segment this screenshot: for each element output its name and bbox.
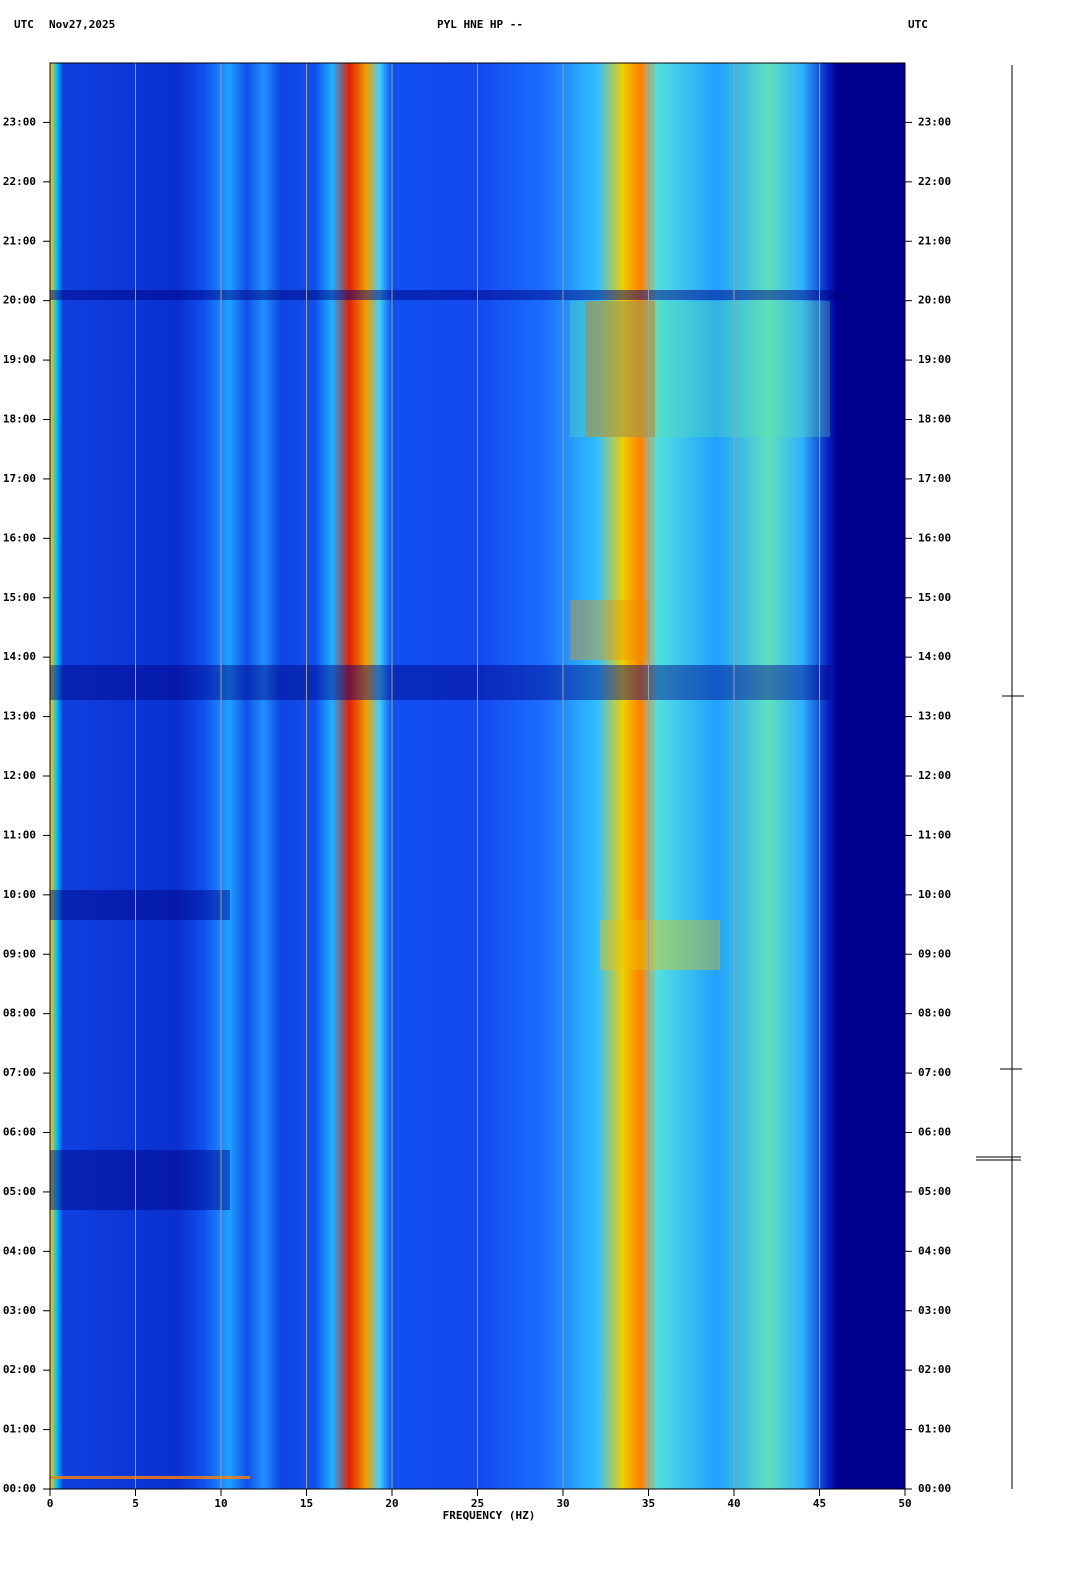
y-tick-label: 00:00: [3, 1482, 36, 1495]
y-tick-label: 19:00: [3, 353, 36, 366]
y-tick-label: 04:00: [3, 1244, 36, 1257]
y-tick-label: 09:00: [3, 947, 36, 960]
y-tick-label: 13:00: [918, 710, 951, 723]
y-tick-label: 14:00: [918, 650, 951, 663]
y-tick-label: 15:00: [3, 591, 36, 604]
y-tick-label: 16:00: [3, 531, 36, 544]
x-tick-label: 0: [47, 1497, 54, 1510]
y-tick-label: 12:00: [3, 769, 36, 782]
y-tick-label: 21:00: [3, 234, 36, 247]
chart-title: PYL HNE HP --: [437, 18, 523, 31]
x-tick-label: 45: [813, 1497, 826, 1510]
y-tick-label: 14:00: [3, 650, 36, 663]
y-tick-label: 22:00: [918, 175, 951, 188]
y-tick-label: 20:00: [918, 294, 951, 307]
x-tick-label: 20: [385, 1497, 398, 1510]
y-tick-label: 02:00: [918, 1363, 951, 1376]
y-tick-label: 10:00: [3, 888, 36, 901]
y-tick-label: 01:00: [3, 1423, 36, 1436]
y-tick-label: 21:00: [918, 234, 951, 247]
x-tick-label: 5: [132, 1497, 139, 1510]
timezone-left: UTC: [14, 18, 34, 31]
y-tick-label: 17:00: [3, 472, 36, 485]
y-tick-label: 02:00: [3, 1363, 36, 1376]
x-tick-label: 50: [898, 1497, 911, 1510]
y-tick-label: 09:00: [918, 947, 951, 960]
y-tick-label: 16:00: [918, 531, 951, 544]
timezone-right: UTC: [908, 18, 928, 31]
y-tick-label: 10:00: [918, 888, 951, 901]
y-tick-label: 19:00: [918, 353, 951, 366]
y-tick-label: 07:00: [3, 1066, 36, 1079]
y-tick-label: 13:00: [3, 710, 36, 723]
y-tick-label: 04:00: [918, 1244, 951, 1257]
x-axis-label: FREQUENCY (HZ): [443, 1509, 536, 1522]
x-tick-label: 40: [727, 1497, 740, 1510]
y-tick-label: 23:00: [3, 115, 36, 128]
y-tick-label: 03:00: [918, 1304, 951, 1317]
y-tick-label: 03:00: [3, 1304, 36, 1317]
y-tick-label: 20:00: [3, 294, 36, 307]
y-tick-label: 11:00: [918, 828, 951, 841]
y-tick-label: 22:00: [3, 175, 36, 188]
y-tick-label: 01:00: [918, 1423, 951, 1436]
y-tick-label: 17:00: [918, 472, 951, 485]
y-tick-label: 05:00: [918, 1185, 951, 1198]
y-tick-label: 06:00: [918, 1126, 951, 1139]
y-tick-label: 15:00: [918, 591, 951, 604]
y-tick-label: 05:00: [3, 1185, 36, 1198]
y-tick-label: 08:00: [3, 1007, 36, 1020]
x-tick-label: 25: [471, 1497, 484, 1510]
y-tick-label: 07:00: [918, 1066, 951, 1079]
x-tick-label: 15: [300, 1497, 313, 1510]
y-tick-label: 23:00: [918, 115, 951, 128]
y-tick-label: 06:00: [3, 1126, 36, 1139]
x-tick-label: 35: [642, 1497, 655, 1510]
y-tick-label: 12:00: [918, 769, 951, 782]
y-tick-label: 18:00: [918, 413, 951, 426]
y-tick-label: 08:00: [918, 1007, 951, 1020]
y-tick-label: 11:00: [3, 828, 36, 841]
x-tick-label: 30: [556, 1497, 569, 1510]
x-tick-label: 10: [214, 1497, 227, 1510]
y-tick-label: 00:00: [918, 1482, 951, 1495]
seismic-trace: [976, 65, 1024, 1489]
date: Nov27,2025: [49, 18, 115, 31]
y-tick-label: 18:00: [3, 413, 36, 426]
